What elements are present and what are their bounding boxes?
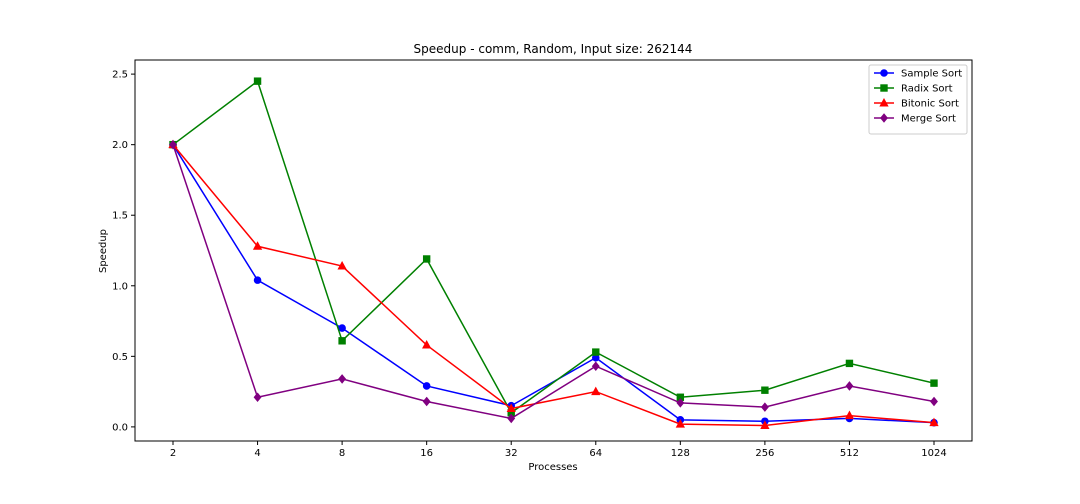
legend-item: Sample Sort [874, 69, 962, 80]
data-point [676, 398, 685, 408]
plot-frame [134, 59, 973, 442]
data-point [422, 396, 431, 407]
x-tick-label: 512 [840, 448, 859, 459]
series-merge-sort [169, 139, 938, 424]
series-radix-sort [169, 77, 938, 417]
legend-marker [880, 113, 888, 123]
data-point [929, 417, 939, 427]
y-axis-label: Speedup [98, 229, 109, 273]
data-point [760, 402, 769, 412]
x-tick-label: 4 [254, 448, 260, 459]
data-point [592, 348, 600, 356]
plot-area [168, 77, 939, 429]
legend-label: Bitonic Sort [901, 99, 959, 110]
x-tick-label: 1024 [921, 448, 946, 459]
legend-marker [879, 97, 889, 107]
data-point [253, 392, 262, 403]
data-point [761, 386, 769, 394]
y-tick-label: 2.5 [112, 70, 128, 81]
data-point [760, 420, 770, 429]
series-bitonic-sort [168, 139, 939, 429]
data-point [845, 381, 854, 391]
series-line [172, 144, 935, 424]
data-point [422, 382, 431, 390]
legend-label: Merge Sort [901, 114, 956, 125]
data-point [591, 361, 600, 371]
legend-label: Sample Sort [901, 69, 962, 80]
data-point [507, 413, 516, 424]
x-tick-label: 2 [170, 448, 176, 459]
data-point [591, 386, 601, 396]
data-point [675, 419, 685, 428]
y-axis: 0.0 0.5 1.0 1.5 2.0 2.5 [112, 70, 135, 433]
legend-marker [880, 84, 888, 92]
data-point [337, 260, 347, 270]
data-point [930, 396, 938, 407]
y-tick-label: 0.0 [112, 422, 128, 433]
legend-box [868, 64, 968, 135]
chart-title: Speedup - comm, Random, Input size: 2621… [414, 42, 693, 56]
data-point [845, 359, 854, 368]
data-point [253, 77, 262, 85]
x-axis-label: Processes [528, 462, 577, 473]
legend-item: Bitonic Sort [874, 97, 959, 110]
y-tick-label: 1.5 [112, 211, 128, 222]
legend-item: Radix Sort [874, 84, 953, 95]
data-point [253, 276, 262, 284]
y-tick-label: 2.0 [112, 140, 128, 151]
data-point [506, 403, 516, 413]
y-tick-label: 1.0 [112, 281, 128, 292]
data-point [252, 241, 263, 250]
x-axis: 2 4 8 16 32 64 128 256 512 1024 [170, 441, 947, 459]
data-point [422, 339, 432, 349]
y-tick-label: 0.5 [112, 352, 128, 363]
legend-label: Radix Sort [901, 84, 953, 95]
data-point [930, 379, 938, 387]
data-point [338, 337, 346, 345]
data-point [169, 139, 177, 150]
series-line [172, 144, 935, 420]
series-line [172, 79, 935, 414]
legend-item: Merge Sort [874, 113, 956, 125]
x-tick-label: 32 [505, 448, 518, 459]
data-point [338, 324, 346, 332]
x-tick-label: 64 [589, 448, 602, 459]
x-tick-label: 256 [755, 448, 774, 459]
x-tick-label: 16 [420, 448, 433, 459]
x-tick-label: 8 [339, 448, 345, 459]
x-tick-label: 128 [671, 448, 690, 459]
legend-marker [880, 69, 888, 77]
legend: Sample Sort Radix Sort Bitonic Sort Merge S… [868, 64, 968, 135]
data-point [338, 374, 347, 384]
data-point [844, 410, 855, 420]
series-line [172, 144, 935, 427]
data-point [422, 255, 431, 263]
